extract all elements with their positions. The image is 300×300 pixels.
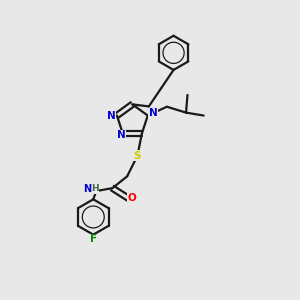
Text: H: H xyxy=(91,184,99,193)
Text: N: N xyxy=(149,108,158,118)
Text: N: N xyxy=(117,130,126,140)
Text: O: O xyxy=(128,194,136,203)
Text: S: S xyxy=(134,151,141,161)
Text: F: F xyxy=(90,234,97,244)
Text: N: N xyxy=(83,184,91,194)
Text: N: N xyxy=(107,111,116,121)
